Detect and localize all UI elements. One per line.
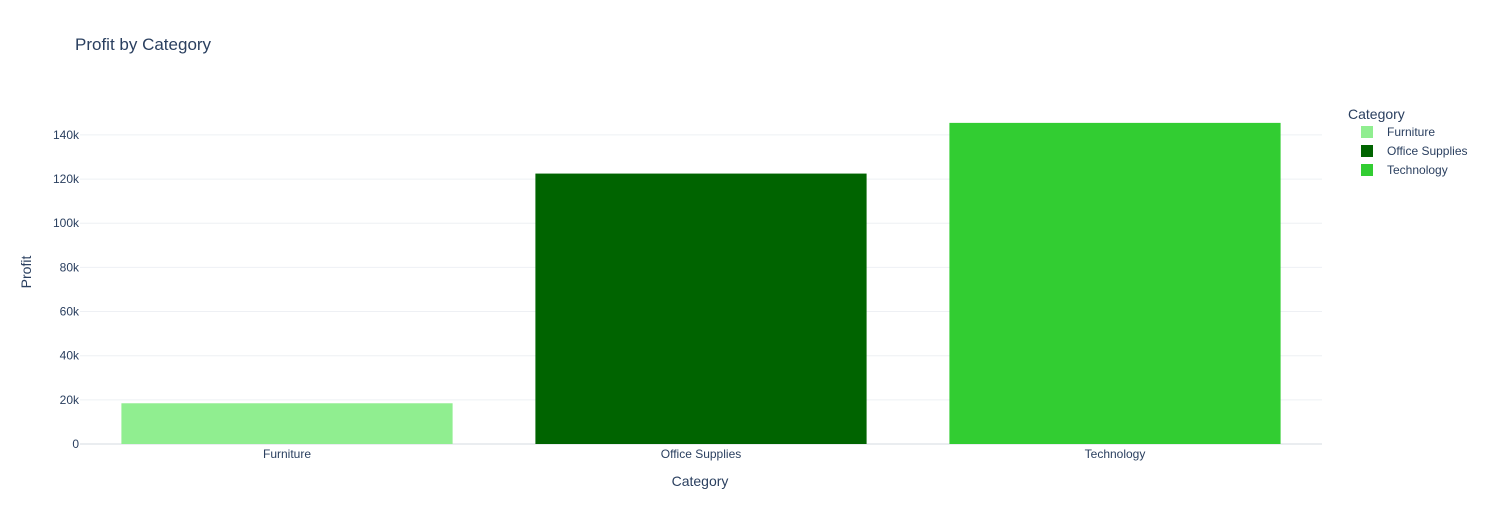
x-axis-ticks: Furniture Office Supplies Technology	[263, 447, 1145, 461]
x-tick-label: Technology	[1085, 447, 1146, 461]
x-axis-title: Category	[672, 473, 729, 489]
chart-title: Profit by Category	[75, 35, 212, 54]
y-axis-title: Profit	[18, 256, 34, 289]
y-axis-ticks: 0 20k 40k 60k 80k 100k 120k 140k	[53, 128, 80, 451]
legend-item-label[interactable]: Technology	[1387, 163, 1448, 177]
legend-item-label[interactable]: Office Supplies	[1387, 144, 1468, 158]
y-tick-label: 20k	[60, 393, 80, 407]
y-tick-label: 140k	[53, 128, 80, 142]
legend-swatch[interactable]	[1361, 164, 1373, 176]
legend[interactable]: Category Furniture Office Supplies Technol…	[1348, 106, 1468, 177]
y-tick-label: 100k	[53, 216, 80, 230]
y-tick-label: 120k	[53, 172, 80, 186]
bar[interactable]	[535, 173, 867, 444]
y-tick-label: 60k	[60, 305, 80, 319]
y-tick-label: 80k	[60, 260, 80, 274]
y-tick-label: 40k	[60, 349, 80, 363]
bar[interactable]	[121, 403, 453, 444]
legend-swatch[interactable]	[1361, 145, 1373, 157]
legend-item-label[interactable]: Furniture	[1387, 125, 1435, 139]
bars[interactable]	[121, 122, 1281, 444]
y-tick-label: 0	[72, 437, 79, 451]
legend-swatch[interactable]	[1361, 126, 1373, 138]
x-tick-label: Office Supplies	[661, 447, 742, 461]
bar[interactable]	[949, 122, 1281, 444]
x-tick-label: Furniture	[263, 447, 311, 461]
legend-title: Category	[1348, 106, 1405, 122]
